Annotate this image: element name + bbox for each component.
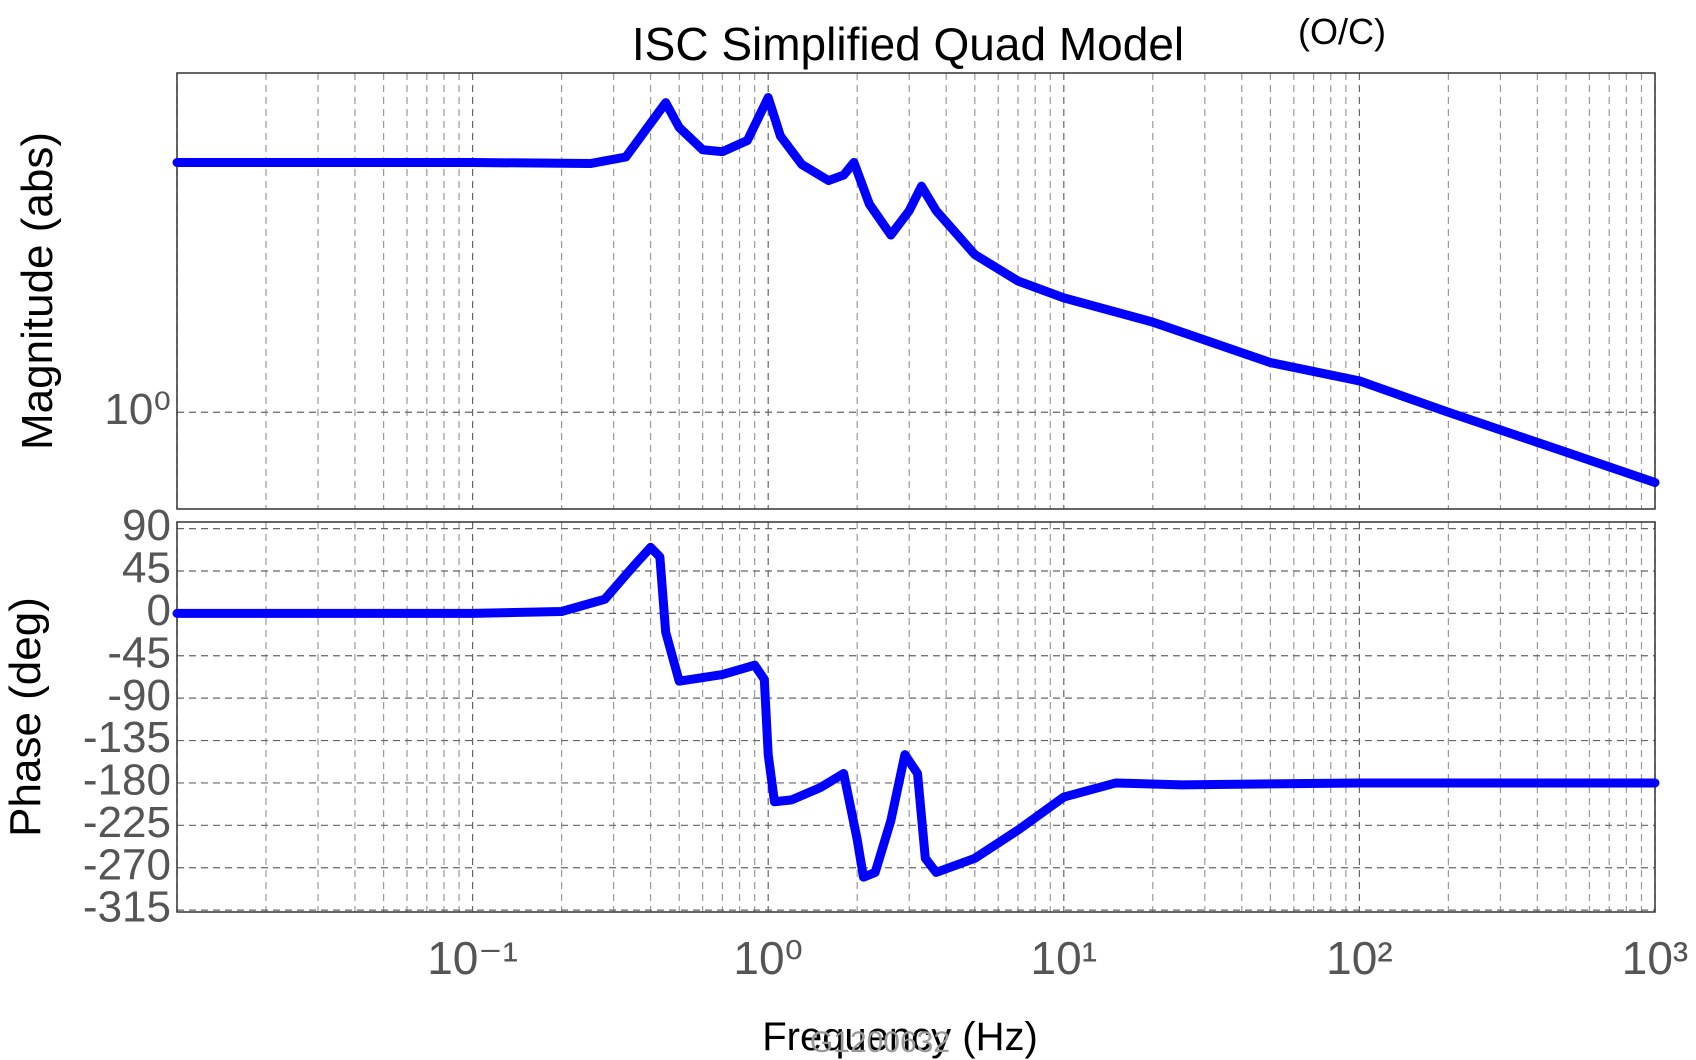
y-tick-label: 10⁰ — [104, 385, 171, 434]
y-tick-label: -270 — [83, 840, 171, 889]
y-axis-label: Magnitude (abs) — [13, 132, 62, 450]
x-tick-label: 10³ — [1622, 932, 1688, 984]
y-tick-label: 45 — [122, 544, 171, 593]
y-tick-label: -90 — [107, 671, 171, 720]
y-tick-label: -135 — [83, 713, 171, 762]
annotation: (O/C) — [1298, 11, 1386, 52]
plot-frame — [176, 72, 1656, 510]
y-tick-label: -315 — [83, 883, 171, 932]
x-tick-label: 10² — [1326, 932, 1392, 984]
data-line — [172, 93, 1660, 488]
y-tick-label: 0 — [147, 586, 171, 635]
y-tick-label: -180 — [83, 756, 171, 805]
y-axis-label: Phase (deg) — [1, 597, 50, 837]
x-tick-label: 10¹ — [1031, 932, 1097, 984]
x-tick-label: 10⁰ — [733, 932, 803, 984]
y-tick-label: -45 — [107, 628, 171, 677]
plot-frame — [176, 521, 1656, 913]
x-tick-label: 10⁻¹ — [427, 932, 518, 984]
chart-title: ISC Simplified Quad Model — [632, 18, 1184, 70]
x-axis-label: Frequency (Hz) — [762, 1015, 1038, 1059]
y-tick-label: -225 — [83, 798, 171, 847]
data-line — [172, 542, 1660, 882]
watermark: G1200632 — [810, 1026, 950, 1059]
y-tick-label: 90 — [122, 501, 171, 550]
